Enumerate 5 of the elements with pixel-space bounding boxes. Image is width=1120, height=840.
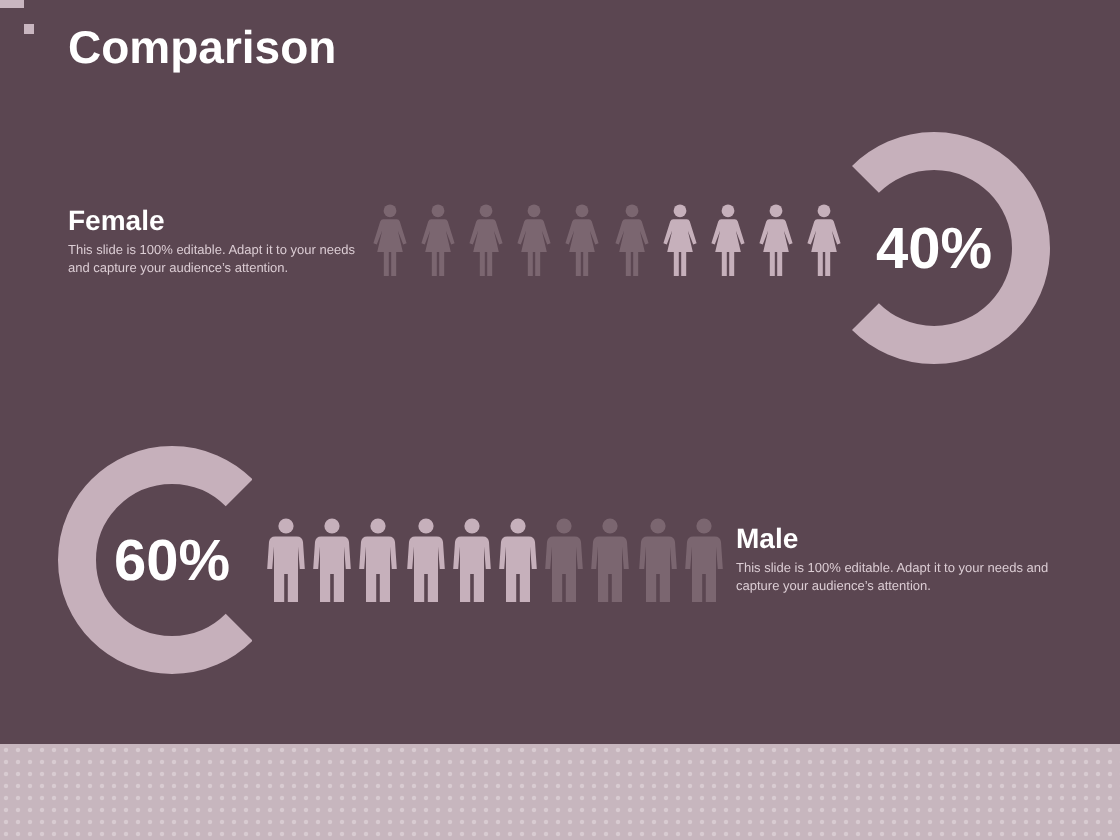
category-label: Male — [736, 522, 799, 554]
data-label: 40% — [875, 218, 993, 282]
text: Comparison — [68, 21, 337, 73]
category-label: Female — [68, 204, 165, 236]
data-label: 60% — [113, 530, 231, 594]
